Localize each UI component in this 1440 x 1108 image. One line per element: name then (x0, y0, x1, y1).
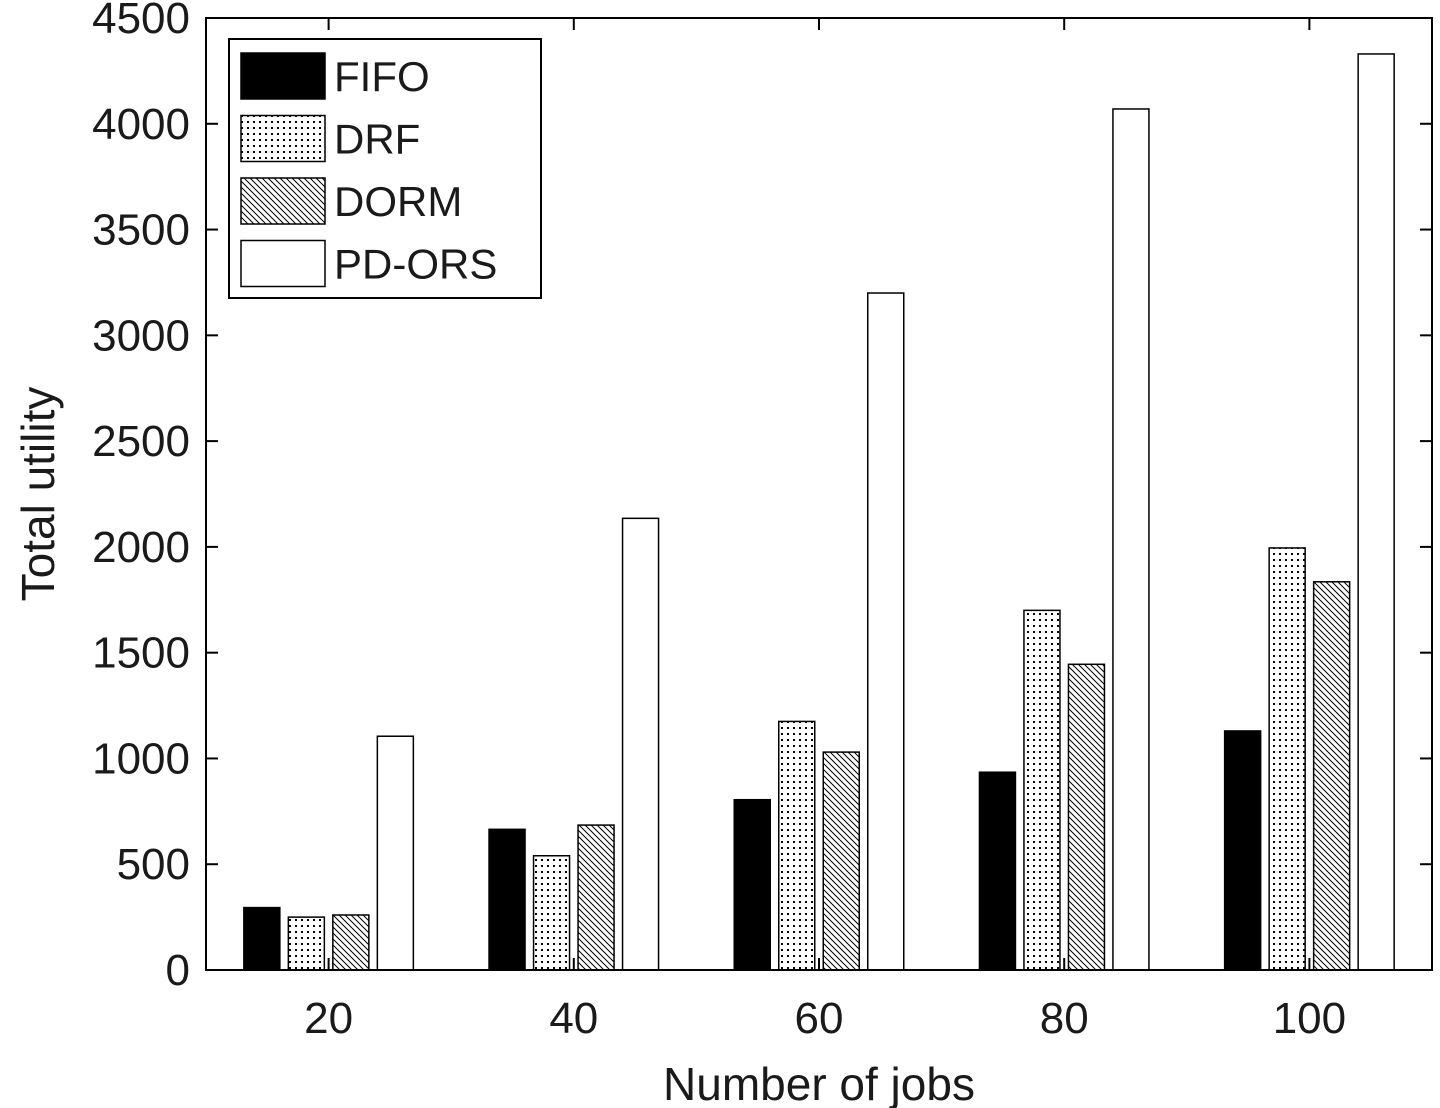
y-tick-label: 1500 (92, 629, 190, 678)
legend: FIFO DRF DORM PD-ORS (228, 38, 542, 299)
bar-fifo-80 (978, 771, 1017, 971)
bar-pd-ors-20 (376, 735, 415, 971)
x-axis: 20 40 60 80 100 (304, 18, 1346, 1043)
bar-drf-80 (1023, 609, 1061, 971)
bar-drf-100 (1268, 547, 1306, 971)
bar-fifo-20 (243, 906, 281, 971)
bar-drf-20 (287, 916, 326, 971)
x-axis-title: Number of jobs (663, 1058, 975, 1108)
legend-swatch-drf (240, 114, 326, 163)
bar-dorm-20 (332, 914, 370, 971)
y-tick-label: 2500 (92, 417, 190, 466)
legend-label-fifo: FIFO (334, 53, 430, 100)
legend-label-pd-ors: PD-ORS (334, 241, 497, 288)
bar-fifo-100 (1223, 730, 1262, 971)
x-tick-label: 80 (1040, 994, 1089, 1043)
y-axis: 0 500 1000 1500 2000 2500 3000 3500 4000 4500 (92, 0, 1432, 995)
y-tick-label: 0 (166, 946, 190, 995)
y-tick-label: 500 (117, 840, 190, 889)
bar-dorm-40 (577, 824, 615, 971)
y-tick-label: 2000 (92, 523, 190, 572)
y-tick-label: 4000 (92, 100, 190, 149)
bar-dorm-100 (1312, 581, 1351, 971)
bar-dorm-80 (1067, 663, 1106, 971)
bar-drf-60 (778, 720, 816, 971)
x-tick-label: 60 (795, 994, 844, 1043)
legend-swatch-pd-ors (240, 239, 326, 288)
legend-label-dorm: DORM (334, 178, 462, 225)
legend-swatch-fifo (240, 52, 326, 100)
legend-label-drf: DRF (334, 116, 420, 163)
bar-pd-ors-40 (621, 517, 660, 971)
bars-group (243, 53, 1395, 971)
bar-fifo-40 (488, 828, 526, 971)
y-tick-label: 1000 (92, 734, 190, 783)
x-tick-label: 40 (549, 994, 598, 1043)
bar-dorm-60 (822, 751, 860, 971)
x-tick-label: 100 (1273, 994, 1346, 1043)
y-axis-title: Total utility (12, 387, 64, 602)
bar-pd-ors-100 (1357, 53, 1395, 971)
y-tick-label: 3000 (92, 311, 190, 360)
bar-drf-40 (532, 855, 571, 971)
legend-swatch-dorm (240, 177, 326, 225)
bar-fifo-60 (733, 798, 771, 971)
bar-pd-ors-80 (1112, 108, 1150, 971)
y-tick-label: 3500 (92, 206, 190, 255)
bar-pd-ors-60 (867, 292, 905, 971)
y-tick-label: 4500 (92, 0, 190, 43)
x-tick-label: 20 (304, 994, 353, 1043)
